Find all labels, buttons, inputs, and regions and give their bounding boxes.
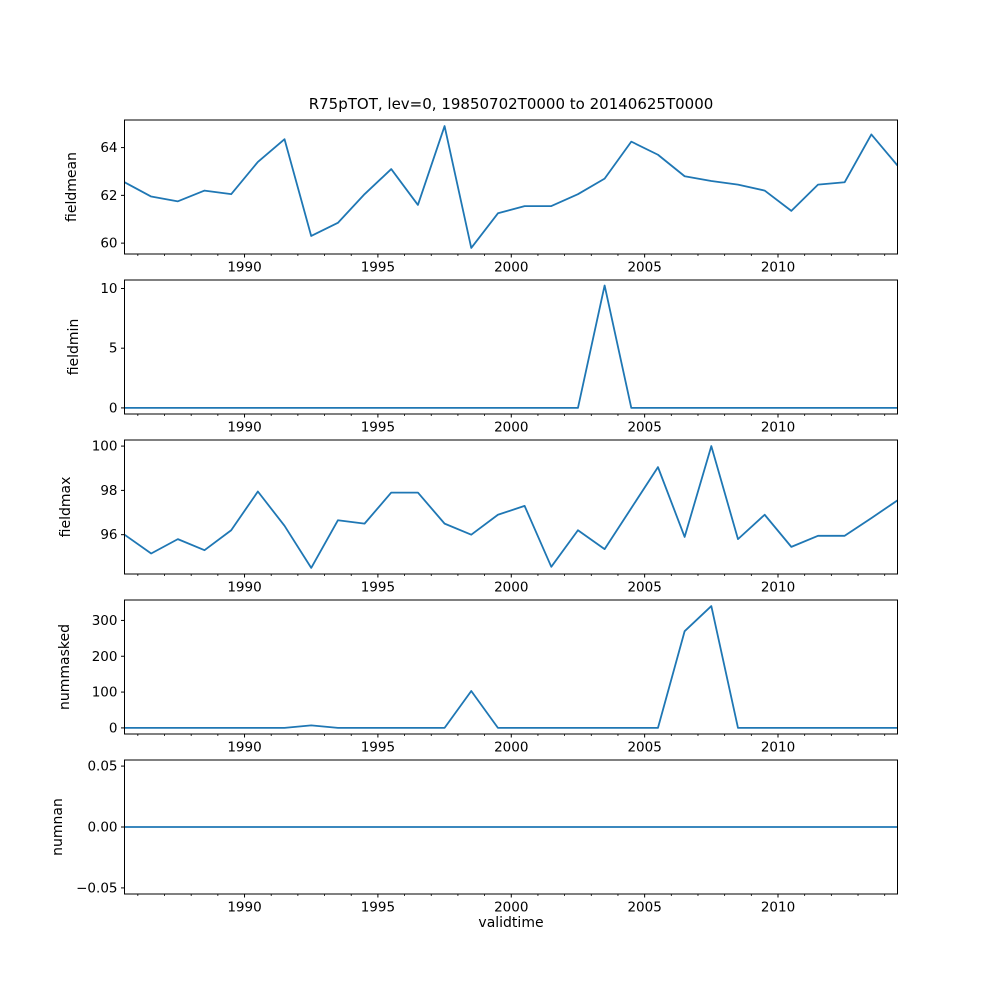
- y-tick-label: 5: [109, 341, 118, 357]
- chart-title: R75pTOT, lev=0, 19850702T0000 to 2014062…: [309, 95, 714, 113]
- x-axis-label: validtime: [478, 915, 543, 931]
- x-tick-label: 2000: [494, 580, 528, 596]
- x-tick-label: 2000: [494, 740, 528, 756]
- y-tick-label: −0.05: [76, 880, 117, 896]
- x-tick-label: 1990: [227, 580, 261, 596]
- x-tick-label: 2005: [627, 420, 661, 436]
- plot-border: [124, 439, 898, 575]
- x-tick-label: 1990: [227, 420, 261, 436]
- x-tick-label: 2005: [627, 580, 661, 596]
- x-tick-label: 2005: [627, 260, 661, 276]
- x-tick-label: 1995: [361, 580, 395, 596]
- x-tick-label: 1995: [361, 260, 395, 276]
- subplot-fieldmin: 1990 1995 2000 2005 2010 0 5 10: [100, 279, 898, 436]
- x-tick-label: 1990: [227, 260, 261, 276]
- x-tick-label: 2010: [761, 580, 795, 596]
- y-tick-label: 100: [92, 439, 118, 455]
- y-tick-label: 0: [109, 720, 118, 736]
- y-tick-label: 96: [100, 527, 117, 543]
- subplot-fieldmean: 1990 1995 2000 2005 2010 60 62 64: [100, 119, 899, 276]
- x-tick-label: 2010: [761, 900, 795, 916]
- y-axis-label-nummasked: nummasked: [57, 624, 73, 710]
- y-tick-label: 62: [100, 188, 117, 204]
- plot-border: [124, 119, 898, 255]
- x-tick-label: 1995: [361, 900, 395, 916]
- data-line-nummasked: [124, 605, 898, 729]
- y-tick-label: 100: [92, 685, 118, 701]
- y-axis-label-numnan: numnan: [50, 798, 66, 856]
- subplot-numnan: 1990 1995 2000 2005 2010 −0.05 0.00 0.05: [76, 759, 898, 916]
- x-tick-label: 2000: [494, 900, 528, 916]
- subplot-nummasked: 1990 1995 2000 2005 2010 0 100 200 300: [92, 599, 898, 756]
- x-tick-label: 2010: [761, 260, 795, 276]
- data-line-fieldmax: [123, 445, 899, 569]
- y-tick-label: 60: [100, 236, 117, 252]
- x-tick-label: 1995: [361, 420, 395, 436]
- y-tick-label: 0.00: [87, 820, 117, 836]
- x-tick-label: 2000: [494, 420, 528, 436]
- x-tick-label: 2005: [627, 900, 661, 916]
- y-tick-label: 10: [100, 281, 117, 297]
- x-tick-label: 2000: [494, 260, 528, 276]
- y-axis-label-fieldmax: fieldmax: [58, 477, 74, 538]
- x-tick-label: 1995: [361, 740, 395, 756]
- data-line-fieldmean: [124, 125, 899, 249]
- plot-border: [124, 279, 898, 415]
- x-tick-label: 1990: [227, 740, 261, 756]
- data-line-fieldmin: [124, 284, 898, 409]
- y-tick-label: 98: [100, 483, 117, 499]
- y-axis-label-fieldmin: fieldmin: [66, 319, 82, 376]
- y-tick-label: 300: [92, 613, 118, 629]
- y-tick-label: 0.05: [87, 759, 117, 775]
- y-axis-label-fieldmean: fieldmean: [64, 152, 80, 222]
- x-tick-label: 2005: [627, 740, 661, 756]
- plot-border: [124, 599, 898, 735]
- x-tick-label: 2010: [761, 420, 795, 436]
- x-tick-label: 1990: [227, 900, 261, 916]
- y-tick-label: 64: [100, 140, 117, 156]
- x-tick-label: 2010: [761, 740, 795, 756]
- subplot-fieldmax: 1990 1995 2000 2005 2010 96 98 100: [92, 439, 899, 596]
- y-tick-label: 200: [92, 649, 118, 665]
- y-tick-label: 0: [109, 400, 118, 416]
